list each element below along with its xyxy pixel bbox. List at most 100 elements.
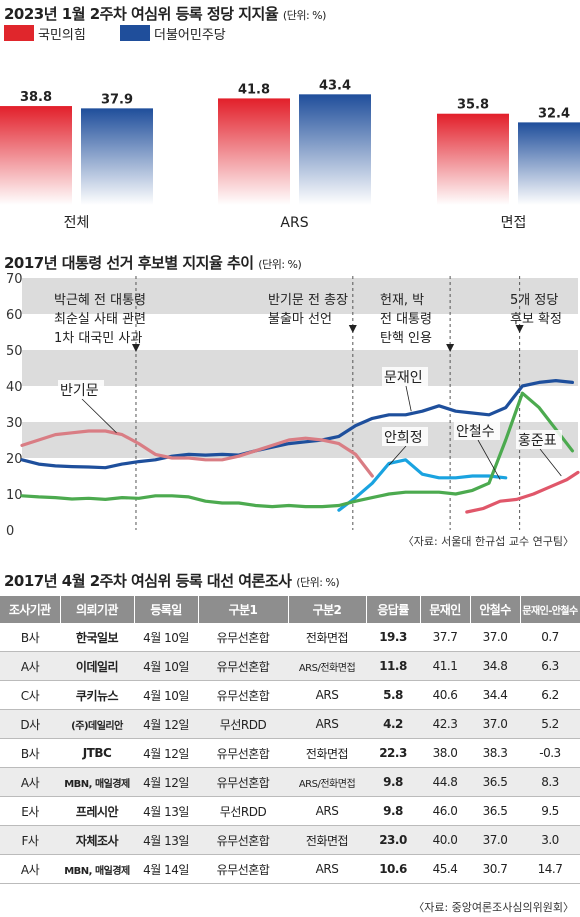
table-source: 〈자료: 중앙여론조사심의위원회〉 — [413, 901, 574, 914]
table-cell: 무선RDD — [198, 796, 288, 826]
series-label-bg — [516, 430, 562, 449]
table-cell: A사 — [0, 854, 60, 884]
table-cell: 4월 12일 — [134, 767, 198, 797]
table-cell: 22.3 — [366, 738, 420, 768]
table-cell: 30.7 — [470, 854, 520, 884]
table-cell: 19.3 — [366, 623, 420, 652]
table-cell: 45.4 — [420, 854, 470, 884]
table-cell: 34.4 — [470, 680, 520, 710]
table-row: B사 JTBC 4월 12일 유무선혼합 전화면접 22.3 38.0 38.3 -0.3 — [0, 738, 580, 768]
table-cell: 14.7 — [520, 854, 580, 884]
table-row: A사 MBN, 매일경제 4월 12일 유무선혼합 ARS/전화면접 9.8 44.8 36.… — [0, 767, 580, 797]
series-label-bg — [382, 367, 428, 386]
table-cell: 전화면접 — [288, 825, 366, 855]
table-cell: 유무선혼합 — [198, 623, 288, 652]
series-line-반기문 — [20, 429, 374, 478]
table-cell: MBN, 매일경제 — [60, 767, 134, 797]
col-header: 조사기관 — [0, 596, 61, 623]
bar-면접-국민의힘 — [437, 113, 509, 205]
table-cell: ARS — [288, 854, 366, 884]
table-row: F사 자체조사 4월 13일 유무선혼합 전화면접 23.0 40.0 37.0 3.0 — [0, 825, 580, 855]
table-cell: 5.8 — [366, 680, 420, 710]
table-unit: (단위: %) — [296, 576, 340, 589]
table-cell: 유무선혼합 — [198, 651, 288, 681]
table-cell: 자체조사 — [60, 825, 134, 855]
bar-전체-국민의힘 — [0, 106, 72, 205]
table-cell: 무선RDD — [198, 709, 288, 739]
chart2-unit: (단위: %) — [258, 258, 302, 271]
series-label-반기문: 반기문 — [60, 383, 99, 399]
table-cell: 37.0 — [470, 825, 520, 855]
bar-value-label: 35.8 — [457, 98, 489, 113]
table-cell: 8.3 — [520, 767, 580, 797]
table-cell: 유무선혼합 — [198, 680, 288, 710]
bar-chart: 38.8 37.9 전체 41.8 43.4 ARS 35.8 32.4 면접 — [0, 78, 580, 231]
table-cell: 0.7 — [520, 623, 580, 652]
table-row: E사 프레시안 4월 13일 무선RDD ARS 9.8 46.0 36.5 9.5 — [0, 796, 580, 826]
series-line-안철수 — [20, 391, 575, 509]
table-row: D사 (주)데일리안 4월 12일 무선RDD ARS 4.2 42.3 37.0 5.2 — [0, 709, 580, 739]
table-cell: 4월 13일 — [134, 825, 198, 855]
grid-band — [22, 350, 578, 386]
bar-value-label: 43.4 — [319, 78, 351, 93]
bar-전체-더불어민주당 — [81, 108, 153, 205]
table-cell: 4월 12일 — [134, 738, 198, 768]
bar-ARS-더불어민주당 — [299, 94, 371, 205]
table-row: C사 쿠키뉴스 4월 10일 유무선혼합 ARS 5.8 40.6 34.4 6.2 — [0, 680, 580, 710]
chart1-title: 2023년 1월 2주차 여심위 등록 정당 지지율 (단위: %) — [4, 3, 326, 24]
series-callout-line — [388, 445, 407, 466]
series-label-문재인: 문재인 — [384, 370, 423, 386]
table-row: A사 이데일리 4월 10일 유무선혼합 ARS/전화면접 11.8 41.1 34.8 6.3 — [0, 651, 580, 681]
table-cell: ARS/전화면접 — [288, 651, 366, 681]
category-label: 전체 — [64, 215, 90, 231]
category-label: 면접 — [501, 215, 527, 231]
bar-value-label: 37.9 — [101, 92, 133, 107]
table-cell: 41.1 — [420, 651, 470, 681]
y-tick-label: 20 — [6, 452, 23, 467]
table-cell: 전화면접 — [288, 623, 366, 652]
y-tick-label: 50 — [6, 344, 23, 359]
table-cell: 4월 14일 — [134, 854, 198, 884]
y-tick-label: 30 — [6, 416, 23, 431]
y-tick-label: 60 — [6, 308, 23, 323]
table-cell: 11.8 — [366, 651, 420, 681]
chart2-title-text: 2017년 대통령 선거 후보별 지지율 추이 — [4, 254, 254, 272]
event-marker — [446, 344, 455, 352]
table-cell: 23.0 — [366, 825, 420, 855]
table-cell: 10.6 — [366, 854, 420, 884]
table-cell: 4월 10일 — [134, 680, 198, 710]
table-header-row: 조사기관 의뢰기관 등록일 구분1 구분2 응답률 문재인 안철수 문재인-안철… — [0, 596, 580, 623]
col-header: 문재인-안철수 — [520, 596, 580, 623]
legend-swatch-ppp — [4, 25, 34, 41]
chart1-title-text: 2023년 1월 2주차 여심위 등록 정당 지지율 — [4, 5, 279, 23]
bar-ARS-국민의힘 — [218, 98, 290, 205]
table-cell: ARS — [288, 709, 366, 739]
table-cell: 42.3 — [420, 709, 470, 739]
table-cell: 46.0 — [420, 796, 470, 826]
series-callout-line — [405, 385, 412, 412]
table-cell: ARS/전화면접 — [288, 767, 366, 797]
legend-label-dem: 더불어민주당 — [154, 28, 226, 43]
table-cell: 4월 10일 — [134, 651, 198, 681]
series-line-홍준표 — [465, 470, 580, 514]
bar-value-label: 41.8 — [238, 82, 270, 97]
table-cell: (주)데일리안 — [60, 709, 134, 739]
table-cell: 6.3 — [520, 651, 580, 681]
table-cell: E사 — [0, 796, 60, 826]
table-cell: A사 — [0, 767, 60, 797]
table-cell: 프레시안 — [60, 796, 134, 826]
table-cell: 37.7 — [420, 623, 470, 652]
table-cell: 38.3 — [470, 738, 520, 768]
table-cell: 3.0 — [520, 825, 580, 855]
series-label-홍준표: 홍준표 — [518, 433, 557, 449]
table-cell: 44.8 — [420, 767, 470, 797]
table-cell: 4.2 — [366, 709, 420, 739]
table-title-text: 2017년 4월 2주차 여심위 등록 대선 여론조사 — [4, 572, 292, 590]
y-tick-label: 10 — [6, 488, 23, 503]
table-cell: D사 — [0, 709, 60, 739]
table-title: 2017년 4월 2주차 여심위 등록 대선 여론조사 (단위: %) — [4, 570, 340, 591]
series-line-문재인 — [20, 378, 575, 470]
series-label-bg — [58, 380, 104, 399]
table-cell: 36.5 — [470, 767, 520, 797]
category-label: ARS — [280, 215, 308, 231]
